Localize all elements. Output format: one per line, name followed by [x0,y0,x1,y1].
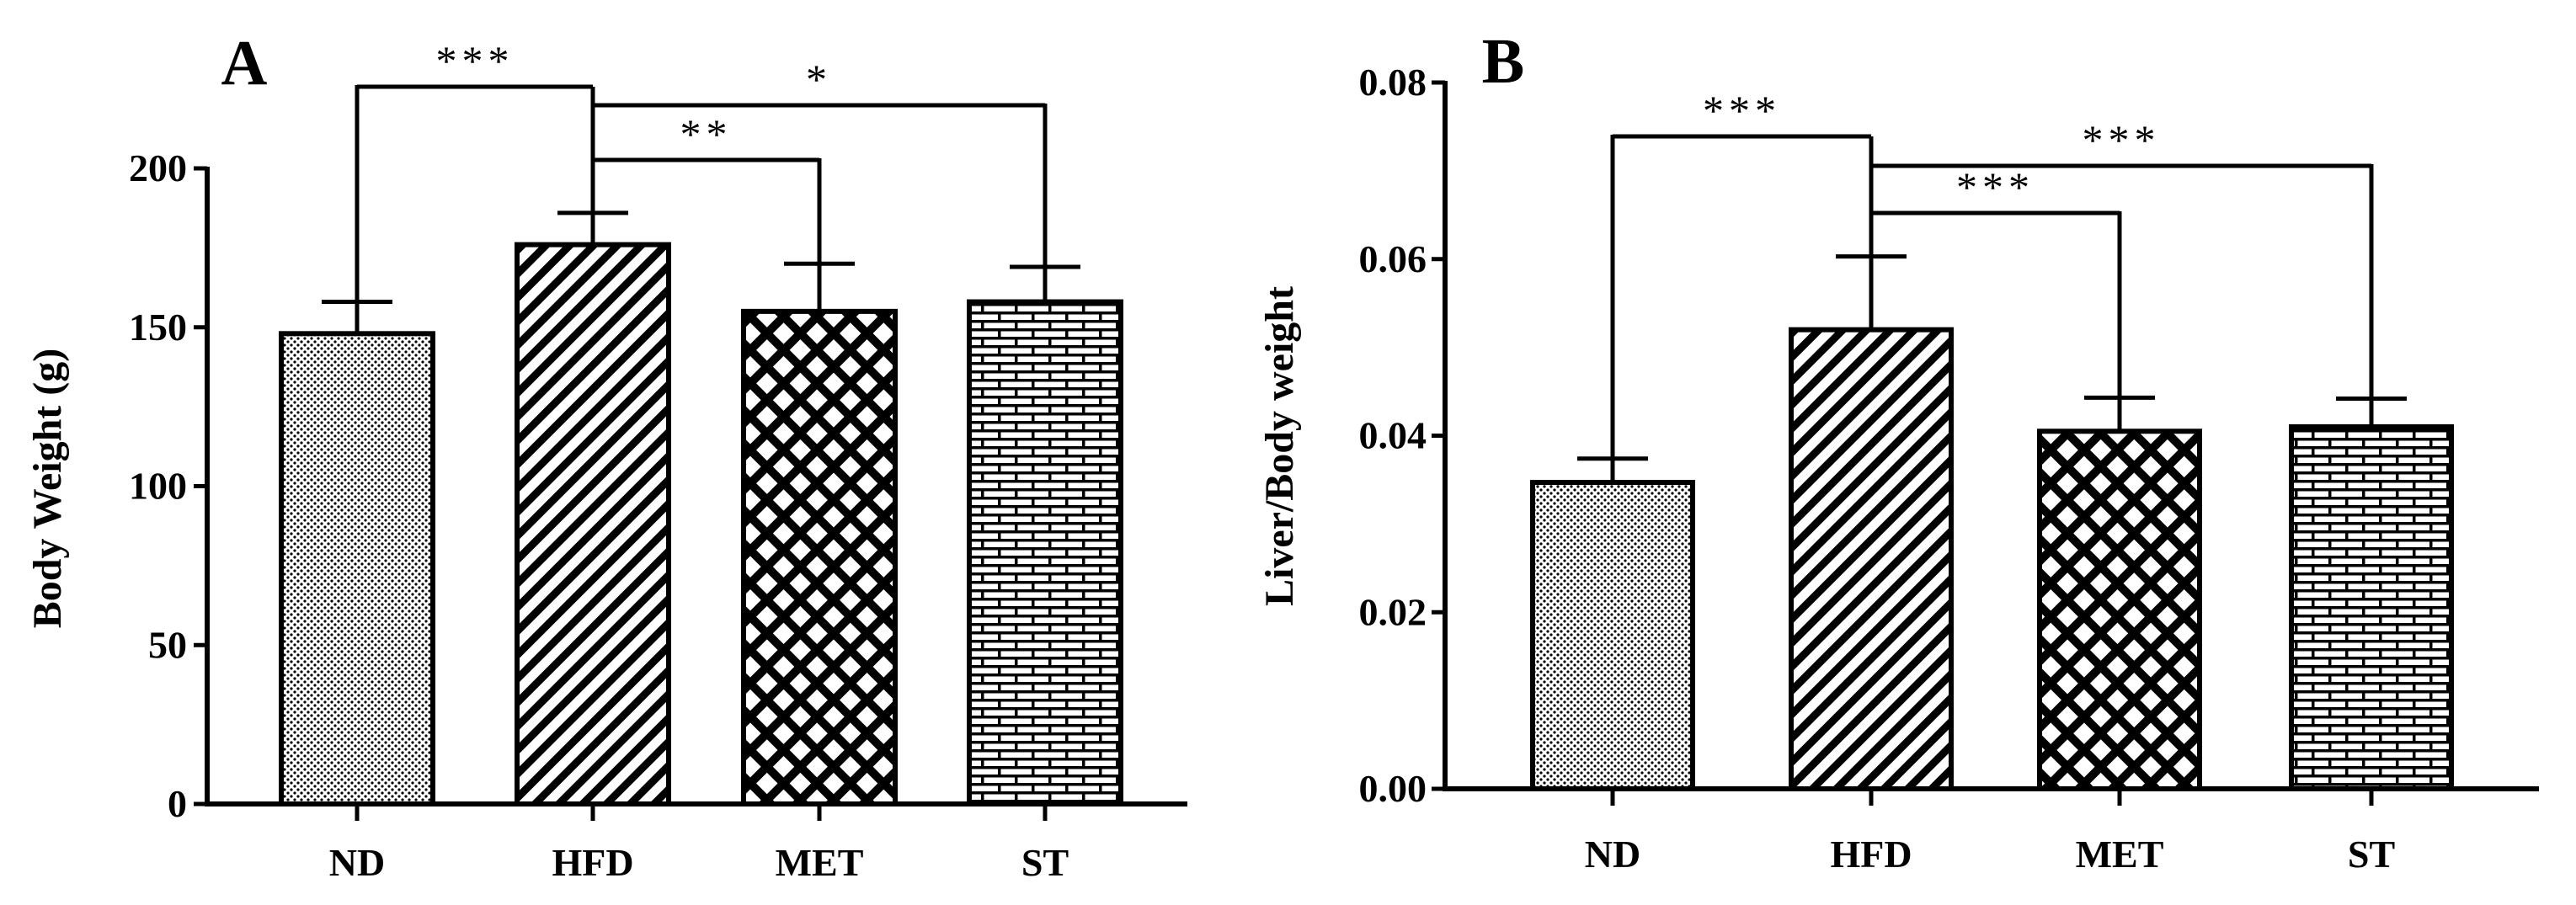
bar-a-hfd [515,242,671,807]
sig-label-a-nd: *** [436,37,515,84]
y-tick-label-a: 100 [129,465,187,508]
y-tick-label-b: 0.02 [1359,590,1427,633]
y-tick-label-b: 0.06 [1359,237,1427,280]
x-tick-label-b: HFD [1830,833,1912,876]
x-tick-label-a: HFD [552,841,633,884]
y-tick-label-a: 150 [129,306,187,349]
y-axis-label-b: Liver/Body weight [1257,286,1302,606]
bar-b-nd [1530,480,1695,791]
sig-label-a-st: * [806,56,832,103]
x-tick-label-b: MET [2076,833,2164,876]
panel-letter-a: A [221,28,268,98]
bar-a-st [967,299,1123,807]
bar-a-nd [279,331,435,807]
bar-b-st [2289,424,2454,791]
sig-label-b-nd: *** [1703,87,1781,134]
panel-letter-b: B [1482,26,1525,97]
y-axis-label-a: Body Weight (g) [25,349,70,628]
sig-label-b-met: *** [1956,163,2035,210]
y-tick-label-b: 0.04 [1359,414,1427,457]
bar-a-met [741,308,898,807]
x-tick-label-b: ST [2348,833,2395,876]
y-tick-label-a: 50 [148,623,187,666]
x-tick-label-a: ND [329,841,385,884]
x-tick-label-b: ND [1585,833,1640,876]
y-tick-label-a: 200 [129,146,187,189]
sig-label-a-met: ** [680,110,733,157]
y-tick-label-b: 0.08 [1359,61,1427,104]
x-tick-label-a: ST [1021,841,1069,884]
bar-b-hfd [1789,327,1954,791]
panel-b: B Liver/Body weight 0.00 0.02 0.04 0.06 0.08 ND… [1257,26,2539,876]
x-tick-label-a: MET [776,841,864,884]
y-tick-label-b: 0.00 [1359,767,1427,810]
bar-b-met [2037,429,2202,791]
y-tick-label-a: 0 [168,782,187,825]
sig-label-b-st: *** [2083,116,2161,163]
